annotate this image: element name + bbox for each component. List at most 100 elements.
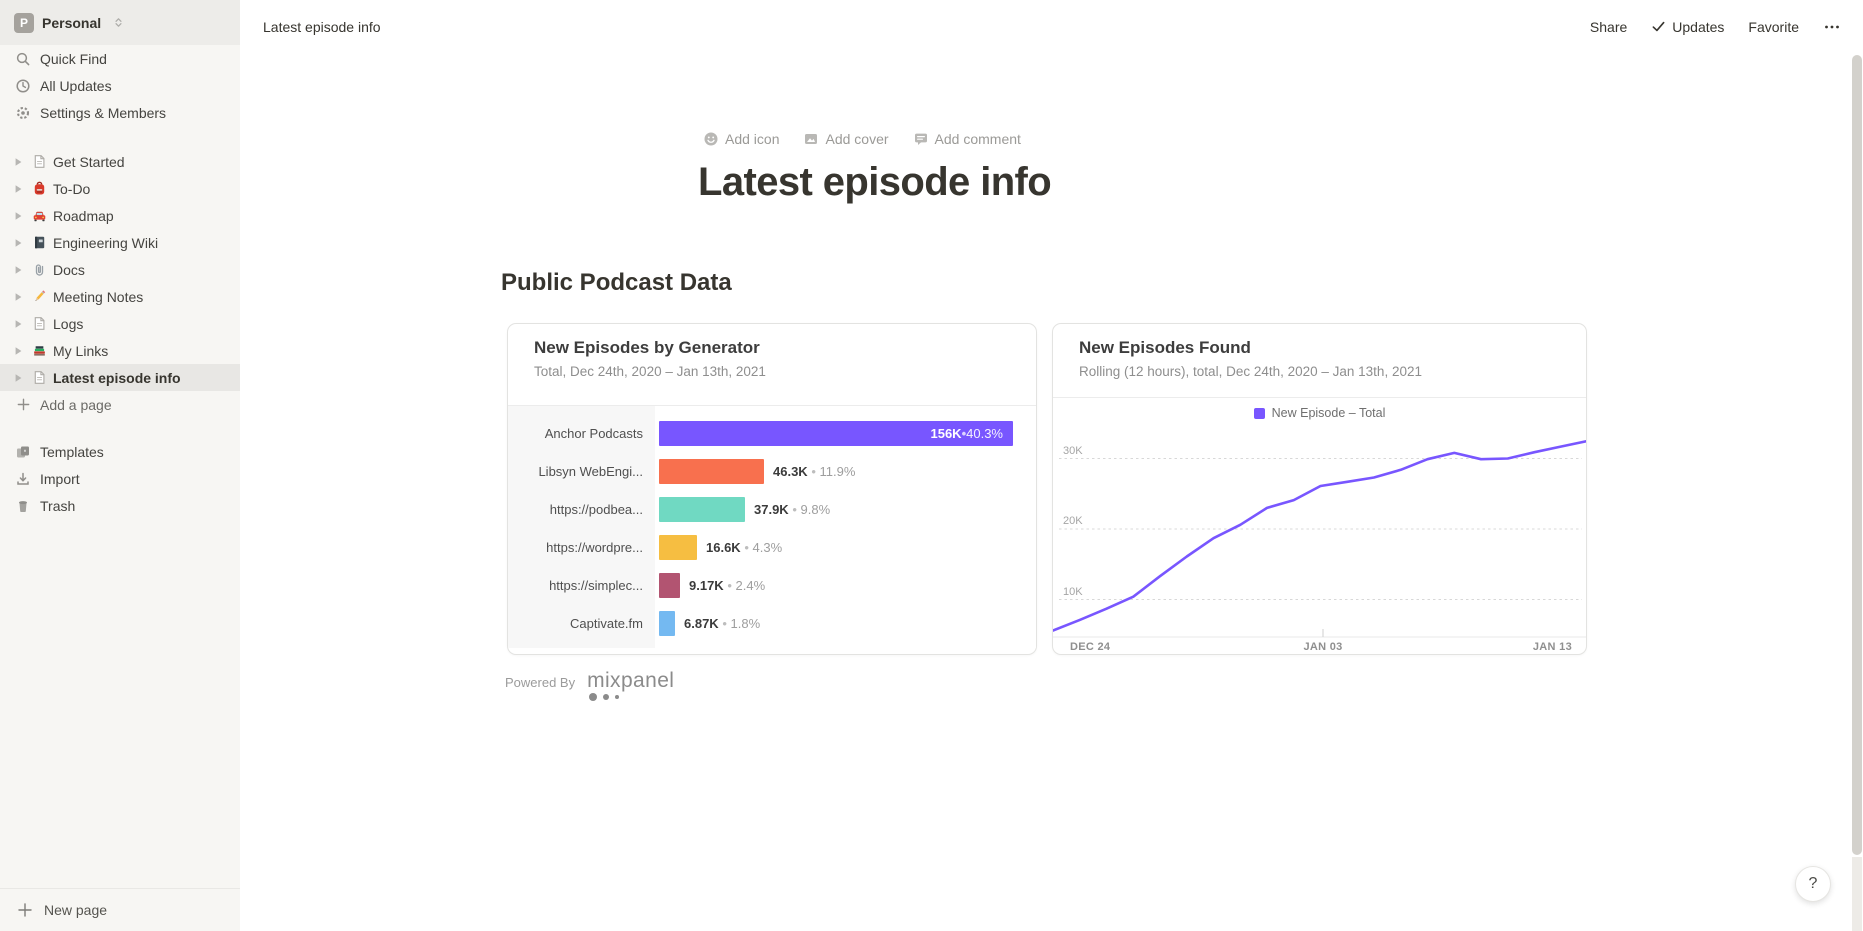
- toggle-triangle-icon[interactable]: [10, 154, 26, 170]
- bar-percent: 40.3%: [966, 425, 1003, 441]
- page-content: Add icon Add cover Add comment Latest ep…: [240, 53, 1863, 931]
- trash-label: Trash: [40, 497, 76, 514]
- toggle-triangle-icon[interactable]: [10, 235, 26, 251]
- bar-track: 46.3K • 11.9%: [655, 458, 1036, 484]
- bar-segment[interactable]: [659, 610, 675, 636]
- bar-segment[interactable]: 156K • 40.3%: [659, 420, 1013, 446]
- y-axis-tick-label: 20K: [1063, 515, 1083, 527]
- scrollbar-track: [1852, 857, 1862, 931]
- line-chart-title: New Episodes Found: [1079, 338, 1251, 357]
- toggle-triangle-icon[interactable]: [10, 370, 26, 386]
- bar-segment[interactable]: [659, 534, 697, 560]
- bar-value: 16.6K: [706, 539, 741, 555]
- templates-button[interactable]: Templates: [0, 438, 240, 465]
- settings-members-button[interactable]: Settings & Members: [0, 99, 240, 126]
- bar-percent: 1.8%: [730, 615, 761, 631]
- toggle-triangle-icon[interactable]: [10, 289, 26, 305]
- bar-category-label: https://podbea...: [549, 501, 643, 517]
- bar-row: https://simplec... 9.17K • 2.4%: [508, 566, 1036, 604]
- add-comment-button[interactable]: Add comment: [908, 128, 1026, 150]
- page-title: Latest episode info: [698, 160, 1052, 204]
- import-button[interactable]: Import: [0, 465, 240, 492]
- toggle-triangle-icon[interactable]: [10, 343, 26, 359]
- bar-value-label: 156K • 40.3%: [930, 425, 1003, 441]
- quick-find-button[interactable]: Quick Find: [0, 45, 240, 72]
- workspace-switcher[interactable]: P Personal: [0, 0, 240, 45]
- bar-value: 9.17K: [689, 577, 724, 593]
- x-axis-tick-label: DEC 24: [1070, 641, 1111, 653]
- bar-chart-card: New Episodes by Generator Total, Dec 24t…: [507, 323, 1037, 655]
- sidebar-item-latest-episode-info[interactable]: Latest episode info: [0, 364, 240, 391]
- new-page-button[interactable]: New page: [0, 888, 240, 931]
- import-label: Import: [40, 470, 80, 487]
- toggle-triangle-icon[interactable]: [10, 262, 26, 278]
- bar-segment[interactable]: [659, 572, 680, 598]
- trash-icon: [14, 498, 32, 514]
- add-icon-button[interactable]: Add icon: [698, 128, 784, 150]
- scrollbar-thumb[interactable]: [1852, 55, 1862, 855]
- trash-button[interactable]: Trash: [0, 492, 240, 519]
- sidebar-item-label: Logs: [53, 315, 84, 332]
- favorite-button[interactable]: Favorite: [1748, 18, 1799, 35]
- bar-row: Anchor Podcasts 156K • 40.3%: [508, 414, 1036, 452]
- mixpanel-logo[interactable]: mixpanel: [587, 669, 675, 701]
- books-icon: [30, 342, 49, 360]
- bar-segment[interactable]: [659, 496, 745, 522]
- legend-item[interactable]: New Episode – Total: [1053, 406, 1586, 420]
- all-updates-button[interactable]: All Updates: [0, 72, 240, 99]
- sidebar-item-label: My Links: [53, 342, 109, 359]
- sidebar-item-label: To-Do: [53, 180, 91, 197]
- share-button[interactable]: Share: [1589, 18, 1628, 35]
- main-area: Latest episode info Share Updates Favori…: [240, 0, 1863, 931]
- sidebar-item-docs[interactable]: Docs: [0, 256, 240, 283]
- bar-percent: 9.8%: [800, 501, 831, 517]
- gear-icon: [14, 105, 32, 121]
- sidebar-item-get-started[interactable]: Get Started: [0, 148, 240, 175]
- sidebar-item-logs[interactable]: Logs: [0, 310, 240, 337]
- sidebar-item-to-do[interactable]: To-Do: [0, 175, 240, 202]
- line-series[interactable]: [1053, 439, 1587, 632]
- bar-row: Libsyn WebEngi... 46.3K • 11.9%: [508, 452, 1036, 490]
- sidebar-item-engineering-wiki[interactable]: Engineering Wiki: [0, 229, 240, 256]
- chevron-updown-icon: [109, 16, 127, 29]
- pencil-icon: [30, 288, 49, 306]
- updates-label: Updates: [1672, 18, 1725, 35]
- y-axis-tick-label: 30K: [1063, 444, 1083, 457]
- bar-value: 156K: [930, 425, 962, 441]
- bar-percent: 11.9%: [819, 463, 856, 479]
- help-button[interactable]: ?: [1795, 866, 1831, 902]
- bar-value-label: 37.9K • 9.8%: [754, 501, 831, 517]
- new-page-label: New page: [44, 902, 108, 918]
- bar-category-label: Anchor Podcasts: [544, 425, 643, 441]
- section-heading: Public Podcast Data: [501, 269, 732, 296]
- breadcrumb[interactable]: Latest episode info: [263, 18, 381, 35]
- plus-icon: [16, 902, 34, 918]
- bar-segment[interactable]: [659, 458, 764, 484]
- embeds-row: New Episodes by Generator Total, Dec 24t…: [507, 323, 1863, 655]
- bar-row: https://wordpre... 16.6K • 4.3%: [508, 528, 1036, 566]
- add-cover-button[interactable]: Add cover: [798, 128, 893, 150]
- sidebar-item-label: Roadmap: [53, 207, 114, 224]
- toggle-triangle-icon[interactable]: [10, 181, 26, 197]
- toggle-triangle-icon[interactable]: [10, 208, 26, 224]
- bar-category-label: Captivate.fm: [570, 615, 643, 631]
- templates-icon: [14, 444, 32, 460]
- sidebar-item-label: Latest episode info: [53, 369, 181, 386]
- backpack-icon: [30, 180, 49, 198]
- toggle-triangle-icon[interactable]: [10, 316, 26, 332]
- more-options-button[interactable]: [1815, 14, 1849, 40]
- paperclip-icon: [30, 261, 49, 279]
- sidebar-item-label: Meeting Notes: [53, 288, 144, 305]
- bar-row: Captivate.fm 6.87K • 1.8%: [508, 604, 1036, 642]
- powered-by-label: Powered By: [505, 675, 576, 690]
- add-comment-label: Add comment: [934, 131, 1021, 147]
- sidebar-item-my-links[interactable]: My Links: [0, 337, 240, 364]
- bar-percent: 4.3%: [752, 539, 783, 555]
- add-a-page-button[interactable]: Add a page: [0, 391, 240, 418]
- sidebar-item-label: Engineering Wiki: [53, 234, 159, 251]
- sidebar-item-meeting-notes[interactable]: Meeting Notes: [0, 283, 240, 310]
- updates-button[interactable]: Updates: [1643, 15, 1732, 39]
- ellipsis-icon: [1825, 25, 1839, 28]
- sidebar-item-roadmap[interactable]: Roadmap: [0, 202, 240, 229]
- mixpanel-wordmark: mixpanel: [587, 669, 675, 692]
